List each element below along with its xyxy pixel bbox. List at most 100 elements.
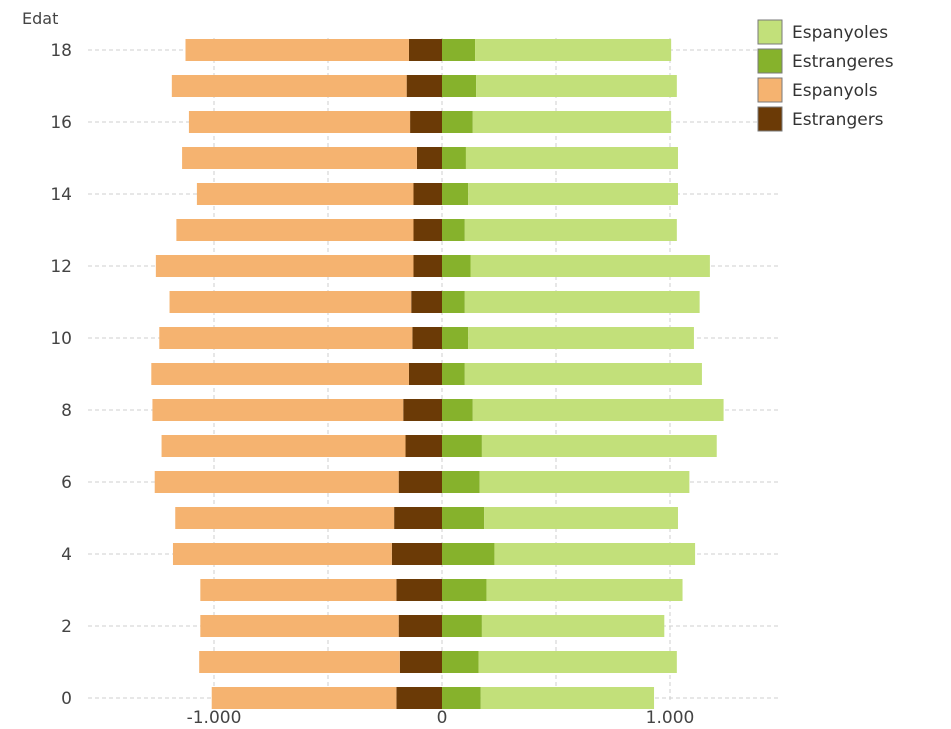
bar-espanyoles-age-0 — [480, 687, 655, 709]
y-tick-label: 0 — [61, 689, 72, 709]
bar-estrangers-age-11 — [411, 291, 442, 313]
bar-estrangers-age-17 — [406, 75, 442, 97]
bar-espanyols-age-17 — [171, 75, 407, 97]
bar-estrangers-age-7 — [405, 435, 442, 457]
bar-estrangers-age-9 — [408, 363, 442, 385]
bar-espanyoles-age-8 — [472, 399, 724, 421]
y-tick-label: 14 — [50, 185, 72, 205]
bar-espanyoles-age-13 — [464, 219, 677, 241]
bar-estrangers-age-1 — [399, 651, 442, 673]
bar-espanyoles-age-18 — [475, 39, 672, 61]
bar-espanyols-age-10 — [159, 327, 413, 349]
bar-espanyols-age-12 — [155, 255, 414, 277]
legend-label-espanyoles: Espanyoles — [792, 23, 888, 43]
bar-estrangers-age-13 — [413, 219, 442, 241]
bar-espanyoles-age-4 — [494, 543, 696, 565]
bar-estrangeres-age-17 — [442, 75, 477, 97]
bar-estrangeres-age-14 — [442, 183, 469, 205]
bar-espanyoles-age-12 — [470, 255, 710, 277]
y-tick-label: 16 — [50, 113, 72, 133]
bar-espanyols-age-4 — [172, 543, 392, 565]
y-tick-label: 2 — [61, 617, 72, 637]
bars — [151, 39, 724, 709]
bar-estrangeres-age-15 — [442, 147, 466, 169]
bar-espanyols-age-5 — [175, 507, 395, 529]
bar-estrangers-age-4 — [391, 543, 442, 565]
bar-espanyols-age-16 — [188, 111, 411, 133]
bar-estrangers-age-14 — [413, 183, 442, 205]
bar-estrangers-age-8 — [403, 399, 442, 421]
bar-estrangeres-age-1 — [442, 651, 479, 673]
bar-estrangeres-age-16 — [442, 111, 473, 133]
bar-espanyoles-age-6 — [479, 471, 690, 493]
x-axis: -1.000 0 1.000 — [187, 708, 695, 728]
bar-estrangeres-age-7 — [442, 435, 482, 457]
legend-swatch-espanyoles — [757, 19, 783, 45]
y-tick-label: 18 — [50, 41, 72, 61]
bar-estrangers-age-3 — [396, 579, 442, 601]
bar-estrangers-age-5 — [394, 507, 442, 529]
bar-estrangeres-age-11 — [442, 291, 465, 313]
bar-espanyols-age-2 — [200, 615, 399, 637]
bar-estrangeres-age-18 — [442, 39, 476, 61]
bar-estrangeres-age-5 — [442, 507, 485, 529]
x-tick-label: 0 — [437, 708, 448, 728]
bar-espanyols-age-6 — [154, 471, 399, 493]
bar-espanyoles-age-7 — [481, 435, 717, 457]
bar-estrangers-age-6 — [398, 471, 442, 493]
legend-label-estrangeres: Estrangeres — [792, 52, 894, 72]
bar-espanyoles-age-10 — [468, 327, 694, 349]
bar-espanyoles-age-5 — [484, 507, 678, 529]
bar-espanyols-age-7 — [161, 435, 406, 457]
bar-estrangers-age-2 — [398, 615, 442, 637]
bar-espanyols-age-0 — [211, 687, 397, 709]
y-axis: 0 2 4 6 8 10 12 14 16 18 — [50, 41, 72, 709]
bar-espanyols-age-3 — [200, 579, 397, 601]
bar-estrangeres-age-4 — [442, 543, 495, 565]
y-axis-title: Edat — [22, 9, 58, 28]
bar-espanyoles-age-1 — [478, 651, 677, 673]
bar-espanyoles-age-16 — [472, 111, 672, 133]
bar-espanyoles-age-17 — [476, 75, 677, 97]
y-tick-label: 6 — [61, 473, 72, 493]
bar-estrangers-age-15 — [416, 147, 442, 169]
x-tick-label: -1.000 — [187, 708, 242, 728]
legend-swatch-espanyols — [757, 77, 783, 103]
bar-espanyols-age-8 — [152, 399, 404, 421]
bar-estrangeres-age-10 — [442, 327, 469, 349]
bar-espanyoles-age-2 — [481, 615, 665, 637]
legend-swatch-estrangeres — [757, 48, 783, 74]
legend-label-espanyols: Espanyols — [792, 81, 878, 101]
bar-estrangeres-age-12 — [442, 255, 471, 277]
y-tick-label: 12 — [50, 257, 72, 277]
bar-estrangers-age-0 — [396, 687, 442, 709]
bar-espanyols-age-15 — [182, 147, 417, 169]
bar-estrangeres-age-0 — [442, 687, 481, 709]
x-tick-label: 1.000 — [646, 708, 695, 728]
bar-espanyoles-age-11 — [464, 291, 700, 313]
bar-estrangeres-age-2 — [442, 615, 482, 637]
bar-espanyoles-age-15 — [465, 147, 678, 169]
y-tick-label: 8 — [61, 401, 72, 421]
bar-estrangers-age-16 — [410, 111, 442, 133]
y-tick-label: 4 — [61, 545, 72, 565]
bar-estrangeres-age-3 — [442, 579, 487, 601]
bar-estrangers-age-10 — [412, 327, 442, 349]
bar-espanyoles-age-3 — [486, 579, 683, 601]
legend-swatch-estrangers — [757, 106, 783, 132]
bar-espanyols-age-13 — [176, 219, 414, 241]
bar-espanyols-age-14 — [196, 183, 414, 205]
bar-espanyoles-age-14 — [468, 183, 678, 205]
legend: Espanyoles Estrangeres Espanyols Estrangers — [757, 19, 894, 132]
bar-estrangeres-age-6 — [442, 471, 480, 493]
bar-espanyols-age-11 — [169, 291, 412, 313]
bar-espanyols-age-9 — [151, 363, 409, 385]
bar-espanyols-age-18 — [185, 39, 409, 61]
bar-espanyols-age-1 — [199, 651, 400, 673]
bar-estrangeres-age-13 — [442, 219, 465, 241]
legend-label-estrangers: Estrangers — [792, 110, 884, 130]
bar-estrangeres-age-9 — [442, 363, 465, 385]
bar-espanyoles-age-9 — [464, 363, 702, 385]
y-tick-label: 10 — [50, 329, 72, 349]
